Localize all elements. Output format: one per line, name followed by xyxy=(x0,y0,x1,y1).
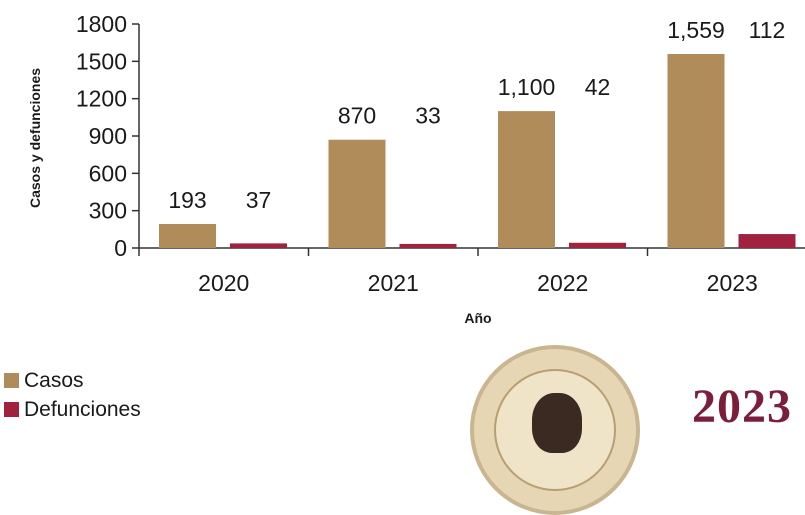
bar-casos-2021 xyxy=(328,139,386,248)
data-label-casos-2021: 870 xyxy=(338,103,376,129)
bar-casos-2023 xyxy=(667,53,725,248)
seal-inner-ring xyxy=(494,369,616,491)
x-axis: 2020 2021 2022 2023 xyxy=(138,247,805,296)
data-label-defunciones-2022: 42 xyxy=(585,74,611,100)
legend-item-defunciones: Defunciones xyxy=(4,395,141,424)
y-tick-label: 1200 xyxy=(76,86,127,112)
x-tick-label: 2021 xyxy=(368,270,419,296)
x-axis-title: Año xyxy=(464,310,491,326)
bar-casos-2020 xyxy=(159,223,216,248)
data-label-casos-2023: 1,559 xyxy=(667,17,725,43)
legend-label-casos: Casos xyxy=(24,369,84,392)
legend-label-defunciones: Defunciones xyxy=(24,398,141,421)
year-logo-text: 2023 xyxy=(692,380,792,433)
bar-defunciones-2022 xyxy=(569,242,626,248)
y-tick-label: 1500 xyxy=(76,48,127,74)
bar-casos-2022 xyxy=(498,111,555,248)
legend-item-casos: Casos xyxy=(4,366,141,395)
y-tick-label: 0 xyxy=(114,235,127,261)
x-tick-label: 2020 xyxy=(198,270,249,296)
bar-defunciones-2021 xyxy=(399,243,457,248)
portrait-silhouette xyxy=(532,393,582,453)
bar-defunciones-2023 xyxy=(738,234,796,248)
y-axis-title: Casos y defunciones xyxy=(27,68,43,208)
x-tick-label: 2023 xyxy=(707,270,758,296)
portrait-seal-logo xyxy=(470,345,640,515)
y-tick-label: 1800 xyxy=(76,11,127,37)
y-axis: 0 300 600 900 1200 1500 1800 xyxy=(76,11,140,261)
x-tick-label: 2022 xyxy=(537,270,588,296)
data-label-defunciones-2020: 37 xyxy=(246,187,272,213)
y-tick-label: 300 xyxy=(89,198,127,224)
bars xyxy=(159,53,796,248)
data-label-defunciones-2021: 33 xyxy=(415,103,441,129)
bar-defunciones-2020 xyxy=(230,243,287,248)
legend-swatch-casos xyxy=(4,373,19,388)
data-label-casos-2022: 1,100 xyxy=(498,74,556,100)
y-tick-label: 600 xyxy=(89,160,127,186)
legend: Casos Defunciones xyxy=(4,366,141,424)
y-tick-label: 900 xyxy=(89,123,127,149)
data-label-casos-2020: 193 xyxy=(168,187,206,213)
legend-swatch-defunciones xyxy=(4,402,19,417)
data-labels: 193 37 870 33 1,100 42 1,559 112 xyxy=(168,17,785,213)
data-label-defunciones-2023: 112 xyxy=(749,17,786,43)
